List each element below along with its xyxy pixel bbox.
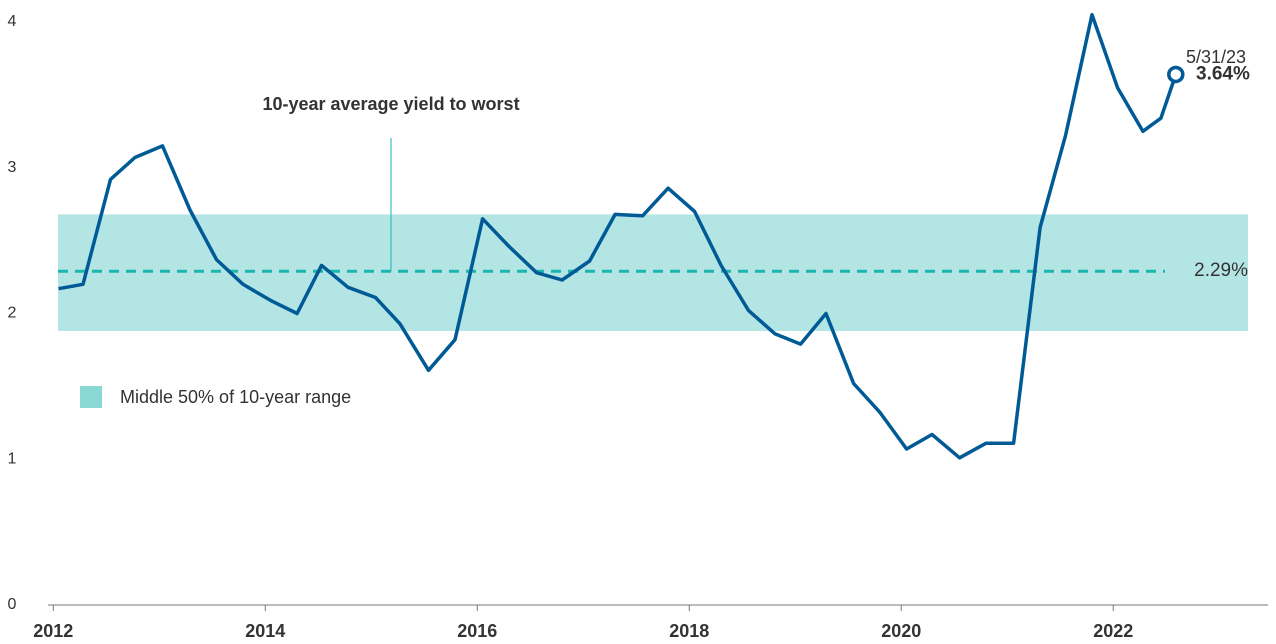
x-tick-label: 2014 bbox=[245, 621, 285, 641]
end-marker bbox=[1167, 65, 1185, 84]
x-tick-label: 2022 bbox=[1093, 621, 1133, 641]
y-tick-label: 0 bbox=[8, 596, 17, 613]
end-date-label: 5/31/23 bbox=[1186, 47, 1246, 67]
y-tick-label: 2 bbox=[8, 305, 17, 322]
x-tick-label: 2012 bbox=[33, 621, 73, 641]
y-tick-label: 3 bbox=[8, 159, 17, 176]
x-tick-label: 2020 bbox=[881, 621, 921, 641]
y-tick-label: 1 bbox=[8, 450, 17, 467]
annotation: 10-year average yield to worst bbox=[262, 94, 519, 114]
y-tick-label: 4 bbox=[8, 13, 17, 30]
legend-label: Middle 50% of 10-year range bbox=[120, 387, 351, 407]
x-tick-label: 2016 bbox=[457, 621, 497, 641]
legend-swatch bbox=[80, 386, 102, 408]
data-line bbox=[58, 12, 1178, 460]
end-value-label: 3.64% bbox=[1196, 63, 1250, 84]
average-label: 2.29% bbox=[1194, 260, 1248, 281]
x-tick-label: 2018 bbox=[669, 621, 709, 641]
